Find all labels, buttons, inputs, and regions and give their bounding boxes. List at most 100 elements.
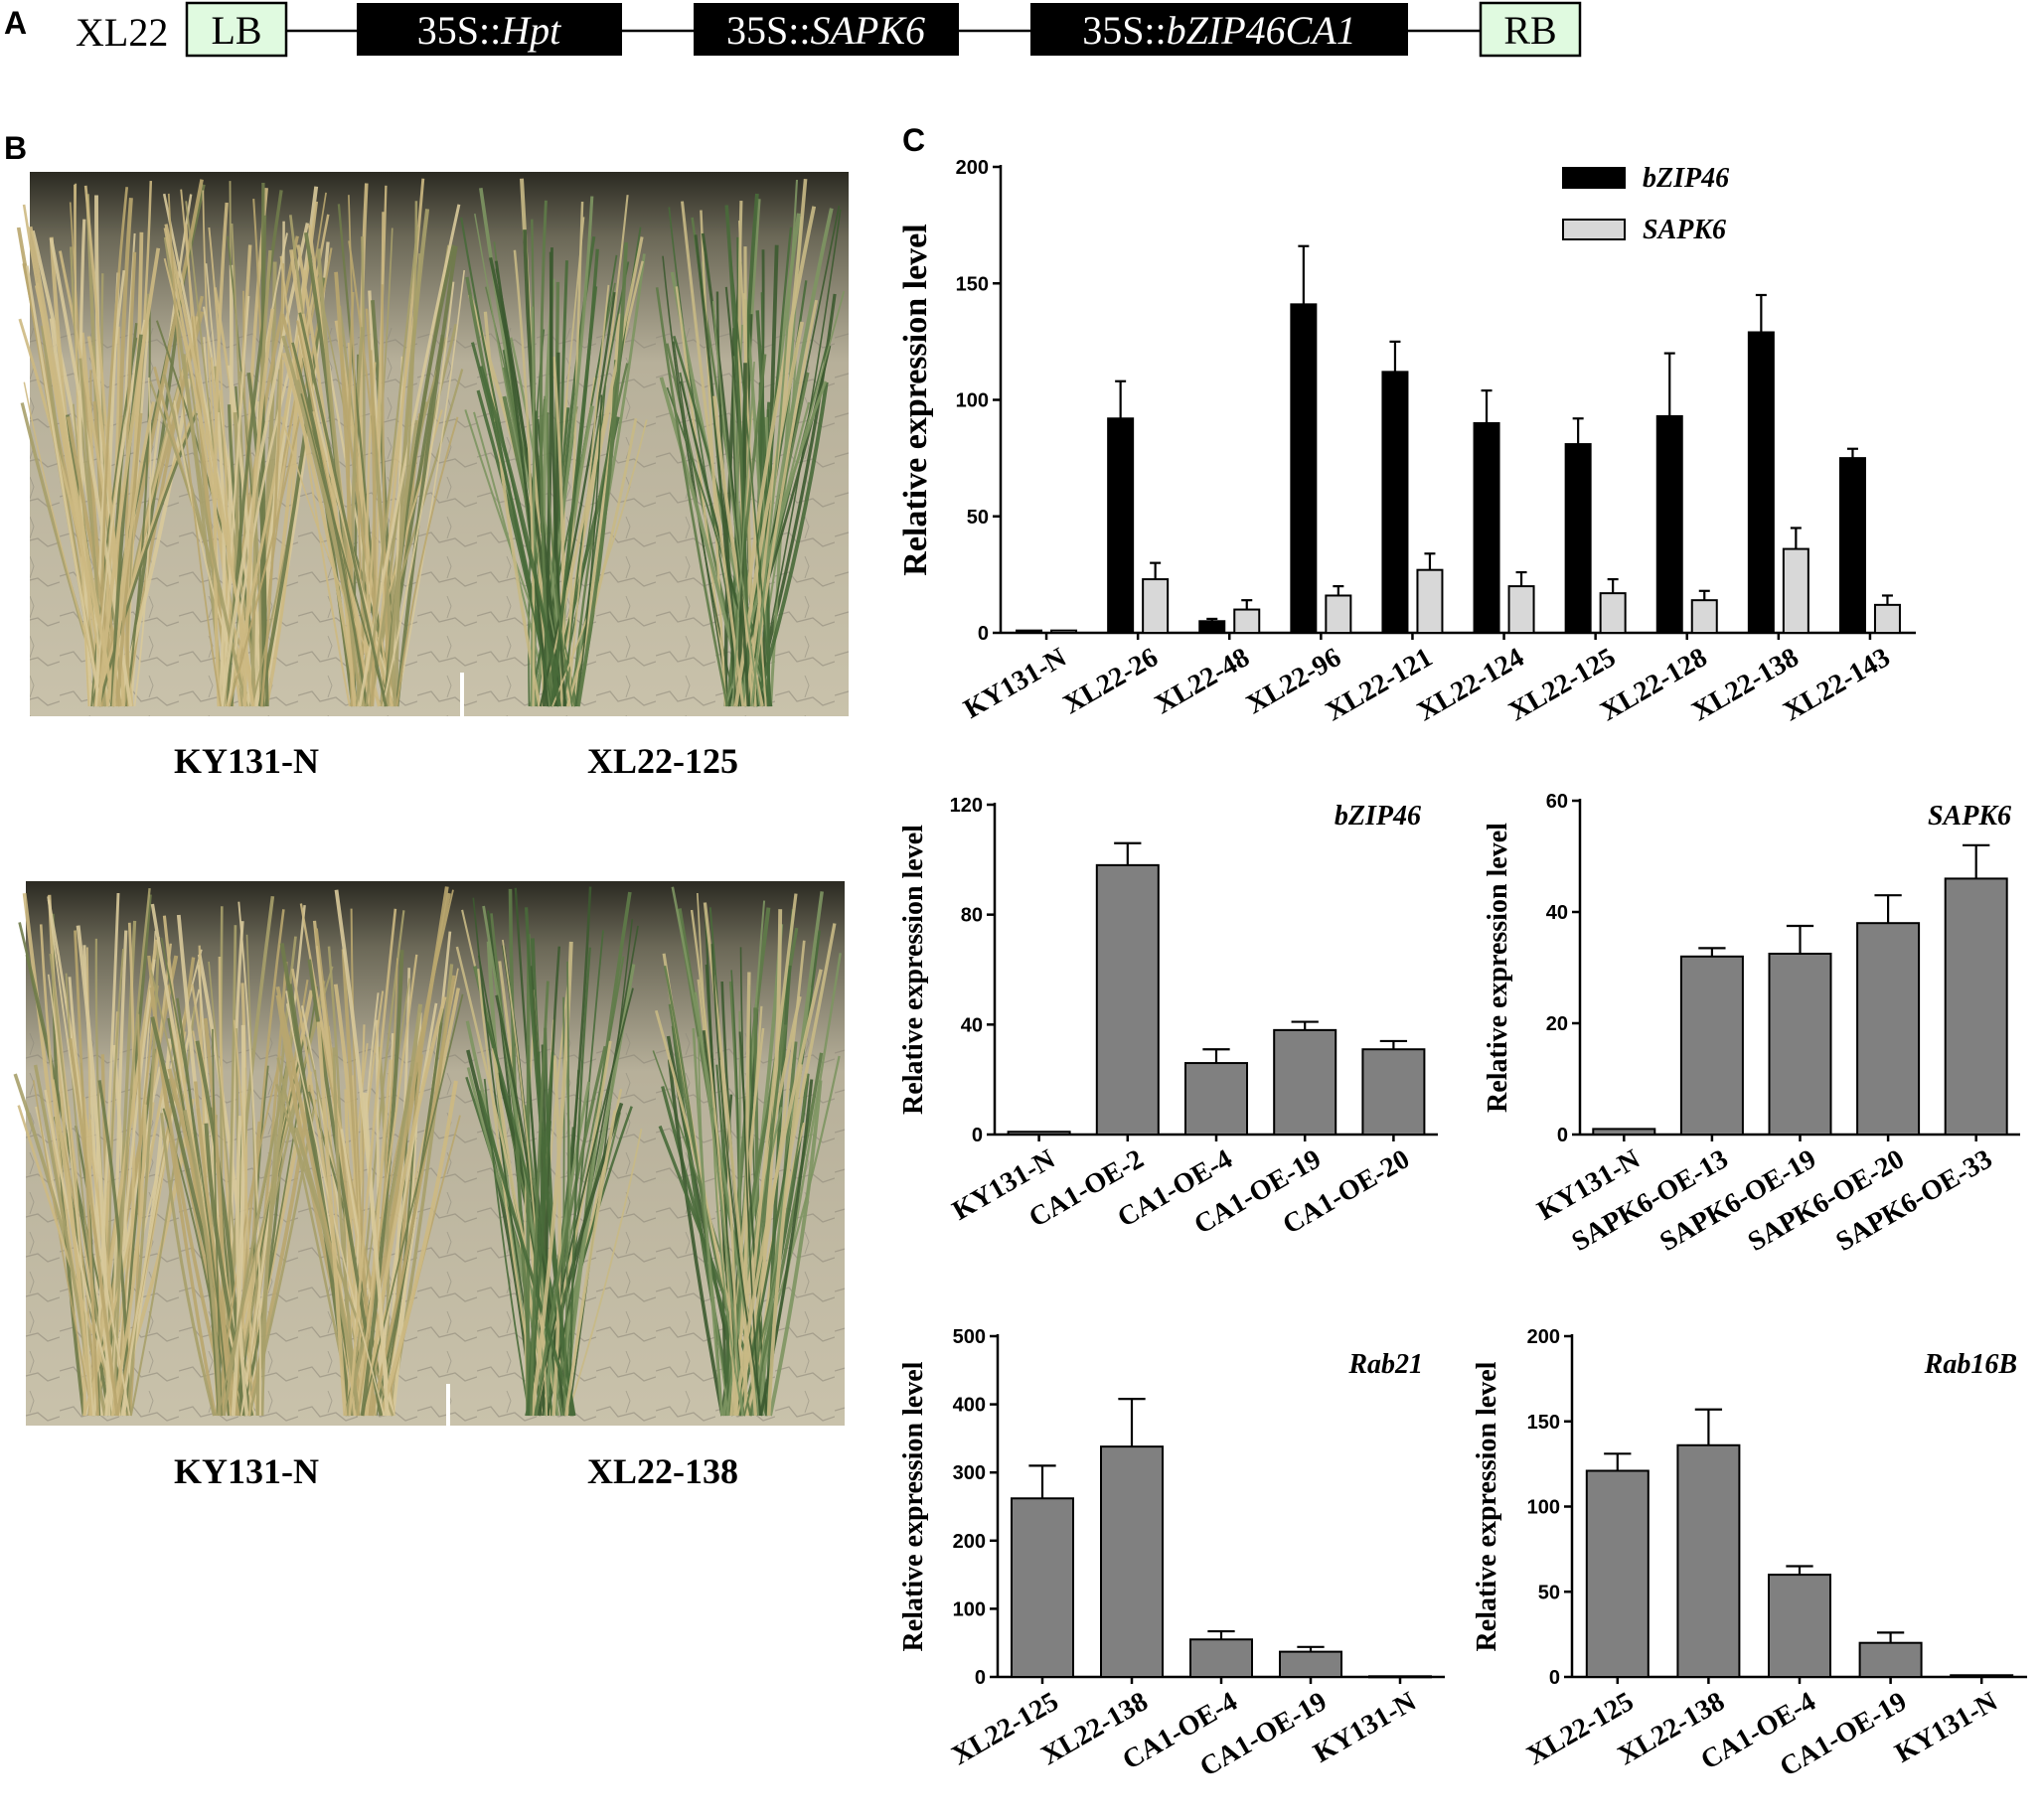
- y-tick-label: 200: [956, 157, 989, 179]
- bar-ca1-oe-19: [1279, 1650, 1342, 1679]
- y-tick-label: 400: [953, 1395, 986, 1417]
- lb-label: LB: [211, 8, 261, 53]
- bar-xl22-125-sapk6: [1599, 592, 1627, 635]
- bar-xl22-96-sapk6: [1325, 594, 1352, 634]
- plant-clump: [16, 179, 206, 707]
- cassette-bzip46ca1: [1030, 3, 1408, 56]
- y-tick-label: 150: [956, 273, 989, 295]
- chart-title: Rab16B: [1924, 1349, 2017, 1380]
- bar-ca1-oe-4: [1184, 1062, 1248, 1136]
- plant-clump: [147, 895, 334, 1417]
- bar-xl22-121-bzip46: [1381, 371, 1409, 634]
- bar-sapk6-oe-33: [1944, 877, 2008, 1137]
- bar-ca1-oe-4: [1189, 1638, 1253, 1679]
- bar-xl22-138: [1100, 1445, 1164, 1678]
- y-tick-label: 50: [967, 507, 989, 529]
- y-tick-label: 150: [1527, 1412, 1560, 1434]
- photo-top-left-label: KY131-N: [174, 741, 319, 781]
- y-tick-label: 0: [972, 1125, 983, 1146]
- bar-ca1-oe-19: [1858, 1641, 1923, 1678]
- rb-box: [1479, 1, 1582, 58]
- bar-xl22-125: [1585, 1469, 1650, 1678]
- bar-ky131-n: [1368, 1675, 1432, 1679]
- cassette-sapk6: [694, 3, 959, 56]
- y-tick-label: 120: [950, 795, 983, 817]
- cassette-hpt: [357, 3, 622, 56]
- chart-title: SAPK6: [1928, 801, 2011, 832]
- y-tick-label: 100: [956, 390, 989, 412]
- bar-ky131-n: [1592, 1128, 1656, 1137]
- x-tick-label-ky131-n: KY131-N: [959, 642, 1072, 725]
- panel-letter-b: B: [4, 130, 27, 166]
- bar-xl22-128-sapk6: [1690, 599, 1718, 634]
- y-tick-label: 0: [1557, 1125, 1568, 1146]
- bar-xl22-48-sapk6: [1233, 608, 1261, 634]
- plant-clump: [455, 886, 643, 1417]
- legend-label-sapk6: SAPK6: [1643, 215, 1726, 245]
- photo-bottom-left-label: KY131-N: [174, 1451, 319, 1491]
- y-tick-label: 100: [1527, 1497, 1560, 1519]
- chart-sapk6-oe: 0204060KY131-NSAPK6-OE-13SAPK6-OE-19SAPK…: [1483, 791, 2020, 1258]
- x-tick-label-ky131-n: KY131-N: [1309, 1686, 1422, 1769]
- bar-xl22-96-bzip46: [1290, 303, 1318, 634]
- bar-ky131-n-sapk6: [1050, 629, 1078, 635]
- plant-clump: [13, 887, 203, 1417]
- bar-ky131-n: [1950, 1674, 2014, 1679]
- panel-letter-a: A: [4, 5, 27, 41]
- y-tick-label: 60: [1546, 791, 1568, 813]
- y-tick-label: 0: [1549, 1667, 1560, 1689]
- bar-xl22-138-sapk6: [1782, 547, 1809, 635]
- bar-xl22-48-bzip46: [1198, 620, 1226, 635]
- bar-xl22-143-sapk6: [1873, 603, 1901, 634]
- bar-sapk6-oe-13: [1679, 955, 1744, 1136]
- rb-label: RB: [1503, 8, 1556, 53]
- y-axis-label: Relative expression level: [898, 825, 929, 1115]
- chart-rab16b: 050100150200XL22-125XL22-138CA1-OE-4CA1-…: [1472, 1326, 2027, 1783]
- bar-xl22-121-sapk6: [1416, 568, 1444, 634]
- x-tick-label-xl22-48: XL22-48: [1150, 642, 1255, 720]
- bar-xl22-128-bzip46: [1655, 414, 1683, 635]
- panel-letter-c: C: [902, 122, 925, 158]
- y-tick-label: 0: [978, 623, 989, 645]
- x-tick-label-xl22-26: XL22-26: [1058, 642, 1164, 720]
- bar-xl22-26-sapk6: [1142, 578, 1170, 635]
- bar-sapk6-oe-20: [1856, 922, 1921, 1137]
- construct-name: XL22: [76, 10, 168, 55]
- plant-clump: [279, 178, 465, 707]
- field-photo-bottom: [13, 881, 845, 1426]
- construct-diagram: XL22 LB 35S::Hpt 35S::SAPK6 35S::bZIP46C…: [76, 1, 1582, 58]
- y-axis-label: Relative expression level: [897, 224, 934, 575]
- y-tick-label: 300: [953, 1462, 986, 1484]
- bar-xl22-26-bzip46: [1107, 417, 1135, 635]
- y-tick-label: 40: [961, 1014, 983, 1036]
- bar-ca1-oe-20: [1361, 1048, 1426, 1136]
- bar-xl22-138-bzip46: [1747, 331, 1775, 634]
- y-axis-label: Relative expression level: [1483, 823, 1513, 1113]
- y-tick-label: 40: [1546, 902, 1568, 924]
- photo-top-right-label: XL22-125: [587, 741, 738, 781]
- plant-clump: [460, 178, 648, 707]
- chart-title: bZIP46: [1335, 801, 1421, 832]
- legend-swatch-bzip46: [1562, 167, 1626, 189]
- legend-swatch-sapk6: [1562, 219, 1626, 240]
- bar-xl22-124-bzip46: [1473, 421, 1500, 635]
- chart-expression-xl22-lines: 050100150200KY131-NXL22-26XL22-48XL22-96…: [897, 157, 1916, 727]
- bar-ca1-oe-2: [1095, 863, 1160, 1136]
- y-axis-label: Relative expression level: [1472, 1361, 1502, 1651]
- legend-label-bzip46: bZIP46: [1643, 163, 1729, 194]
- lb-box: [185, 1, 288, 58]
- field-photo-top: [16, 172, 849, 716]
- y-tick-label: 20: [1546, 1013, 1568, 1035]
- bar-xl22-125-bzip46: [1564, 443, 1592, 634]
- y-tick-label: 200: [953, 1531, 986, 1553]
- y-tick-label: 0: [975, 1667, 986, 1689]
- y-tick-label: 200: [1527, 1326, 1560, 1348]
- y-tick-label: 50: [1538, 1582, 1560, 1603]
- cassette-sapk6-label: 35S::SAPK6: [726, 8, 925, 53]
- chart-title: Rab21: [1347, 1349, 1423, 1380]
- cassette-bzip46ca1-label: 35S::bZIP46CA1: [1082, 8, 1356, 53]
- x-tick-label-ky131-n: KY131-N: [1890, 1686, 2003, 1769]
- plant-clump: [652, 886, 842, 1417]
- bar-xl22-125: [1011, 1497, 1074, 1678]
